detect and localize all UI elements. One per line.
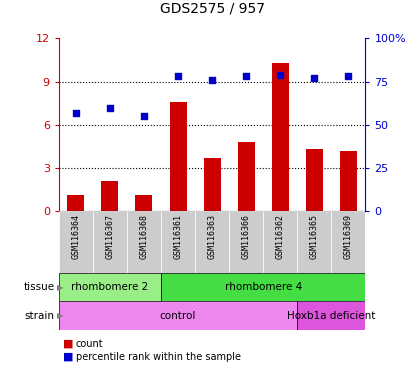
Bar bbox=[297, 301, 365, 330]
Bar bbox=[135, 195, 152, 211]
Text: ▶: ▶ bbox=[57, 283, 63, 291]
Point bbox=[175, 73, 181, 79]
FancyBboxPatch shape bbox=[297, 211, 331, 273]
Text: control: control bbox=[160, 311, 196, 321]
Text: ▶: ▶ bbox=[57, 311, 63, 320]
Text: GDS2575 / 957: GDS2575 / 957 bbox=[160, 2, 265, 15]
FancyBboxPatch shape bbox=[263, 211, 297, 273]
Text: GSM116369: GSM116369 bbox=[344, 214, 353, 259]
Text: Hoxb1a deficient: Hoxb1a deficient bbox=[287, 311, 375, 321]
FancyBboxPatch shape bbox=[161, 211, 195, 273]
FancyBboxPatch shape bbox=[195, 211, 229, 273]
Text: strain: strain bbox=[25, 311, 55, 321]
Point bbox=[107, 104, 113, 111]
Bar bbox=[238, 142, 255, 211]
Point bbox=[277, 71, 284, 78]
Point bbox=[73, 110, 79, 116]
Text: rhombomere 2: rhombomere 2 bbox=[71, 282, 149, 292]
Text: GSM116366: GSM116366 bbox=[241, 214, 251, 259]
Point bbox=[243, 73, 249, 79]
FancyBboxPatch shape bbox=[93, 211, 127, 273]
FancyBboxPatch shape bbox=[127, 211, 161, 273]
Text: GSM116364: GSM116364 bbox=[71, 214, 80, 259]
Bar bbox=[161, 273, 365, 301]
Text: count: count bbox=[76, 339, 103, 349]
Point bbox=[141, 113, 147, 119]
Text: GSM116363: GSM116363 bbox=[207, 214, 217, 259]
Bar bbox=[59, 301, 297, 330]
Bar bbox=[170, 102, 186, 211]
Text: ■: ■ bbox=[63, 339, 74, 349]
Bar bbox=[272, 63, 289, 211]
Point bbox=[209, 77, 215, 83]
Text: rhombomere 4: rhombomere 4 bbox=[225, 282, 302, 292]
Text: GSM116367: GSM116367 bbox=[105, 214, 114, 259]
Text: GSM116365: GSM116365 bbox=[310, 214, 319, 259]
Text: tissue: tissue bbox=[24, 282, 55, 292]
Point bbox=[345, 73, 352, 79]
Text: GSM116361: GSM116361 bbox=[173, 214, 183, 259]
Point bbox=[311, 75, 318, 81]
Bar bbox=[204, 158, 220, 211]
FancyBboxPatch shape bbox=[229, 211, 263, 273]
Text: GSM116362: GSM116362 bbox=[276, 214, 285, 259]
Text: ■: ■ bbox=[63, 352, 74, 362]
Text: GSM116368: GSM116368 bbox=[139, 214, 148, 259]
FancyBboxPatch shape bbox=[331, 211, 365, 273]
Bar bbox=[59, 273, 161, 301]
Text: percentile rank within the sample: percentile rank within the sample bbox=[76, 352, 241, 362]
Bar bbox=[101, 181, 118, 211]
FancyBboxPatch shape bbox=[59, 211, 93, 273]
Bar bbox=[340, 151, 357, 211]
Bar bbox=[306, 149, 323, 211]
Bar bbox=[67, 195, 84, 211]
